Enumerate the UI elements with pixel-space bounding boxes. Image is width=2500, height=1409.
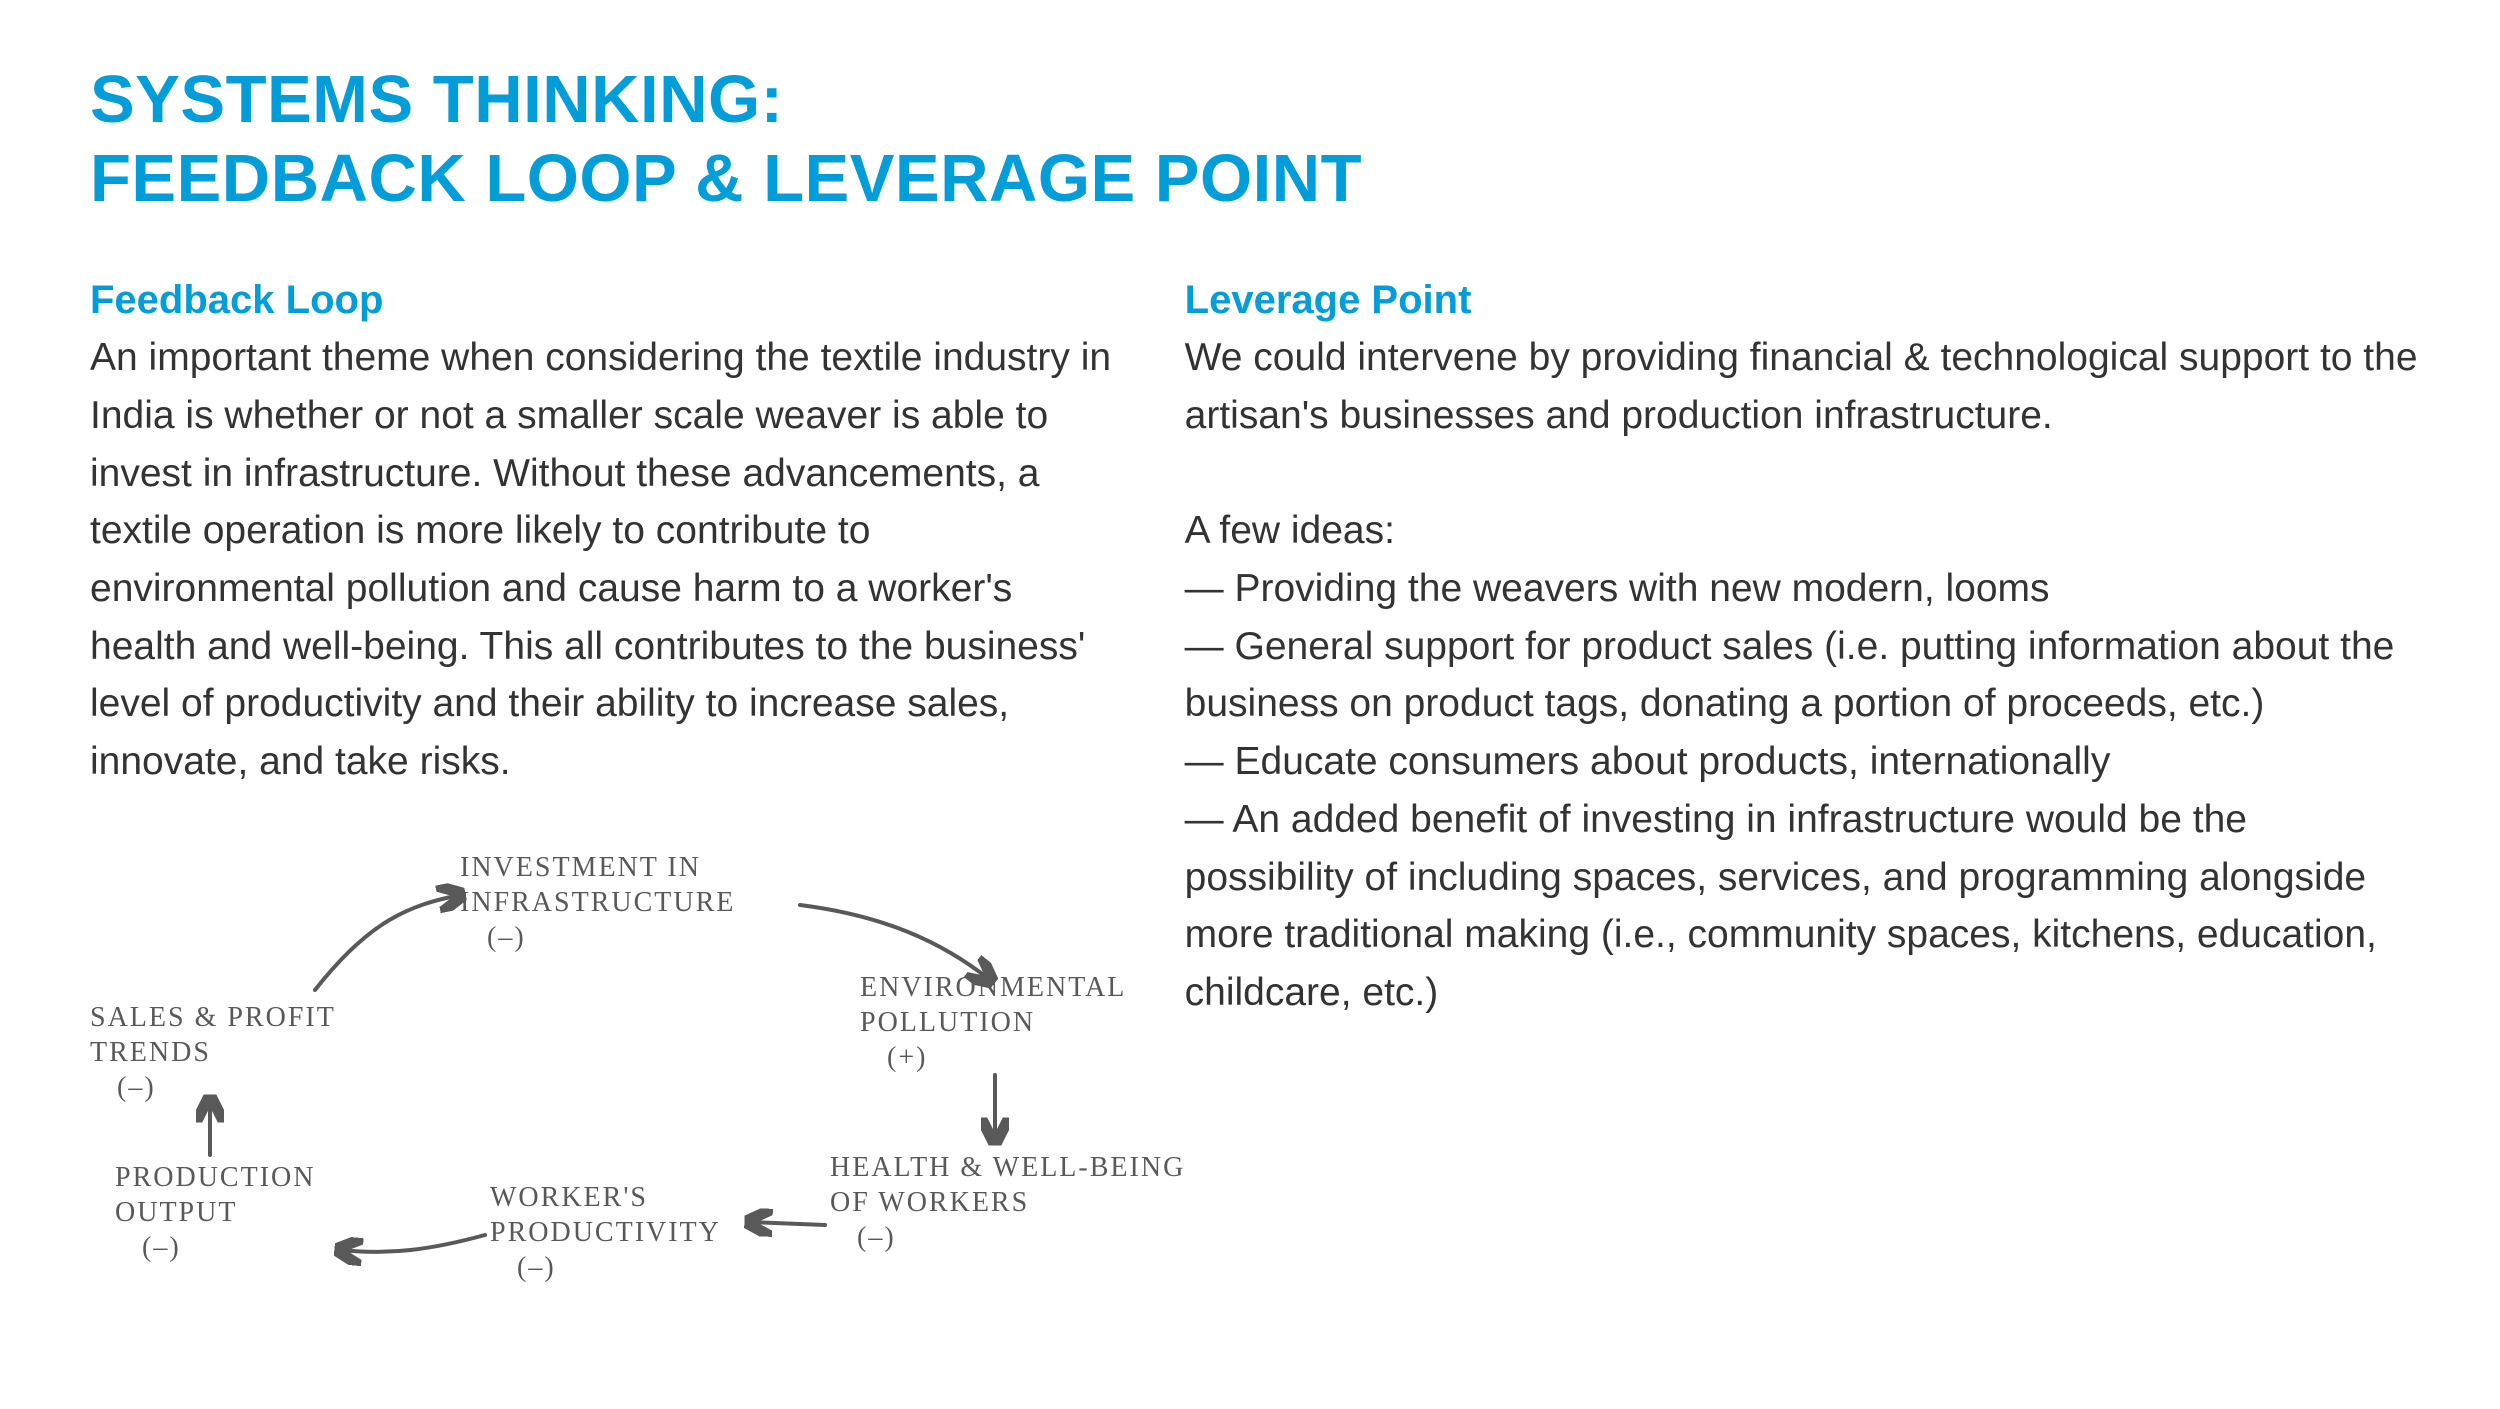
diagram-node-investment: INVESTMENT IN INFRASTRUCTURE (–) — [460, 850, 735, 955]
title-line-2: FEEDBACK LOOP & LEVERAGE POINT — [90, 141, 1362, 216]
page-title: SYSTEMS THINKING: FEEDBACK LOOP & LEVERA… — [90, 60, 2420, 218]
diagram-node-label: INVESTMENT IN INFRASTRUCTURE — [460, 852, 735, 918]
diagram-node-label: HEALTH & WELL-BEING OF WORKERS — [830, 1152, 1185, 1218]
diagram-node-label: PRODUCTION OUTPUT — [115, 1162, 315, 1228]
diagram-node-sign: (–) — [830, 1222, 896, 1253]
feedback-loop-heading: Feedback Loop — [90, 278, 1115, 323]
leverage-point-body: We could intervene by providing financia… — [1185, 329, 2420, 1022]
diagram-node-label: ENVIRONMENTAL POLLUTION — [860, 972, 1126, 1038]
diagram-node-label: WORKER'S PRODUCTIVITY — [490, 1182, 721, 1248]
diagram-edge-productivity-to-output — [340, 1235, 485, 1252]
diagram-node-pollution: ENVIRONMENTAL POLLUTION (+) — [860, 970, 1126, 1075]
diagram-node-health: HEALTH & WELL-BEING OF WORKERS (–) — [830, 1150, 1185, 1255]
feedback-loop-diagram: INVESTMENT IN INFRASTRUCTURE (–) ENVIRONM… — [90, 850, 1190, 1370]
diagram-node-sign: (–) — [90, 1072, 156, 1103]
diagram-node-productivity: WORKER'S PRODUCTIVITY (–) — [490, 1180, 721, 1285]
feedback-loop-body: An important theme when considering the … — [90, 329, 1115, 791]
title-line-1: SYSTEMS THINKING: — [90, 62, 783, 137]
diagram-node-sign: (–) — [460, 922, 526, 953]
diagram-edge-health-to-productivity — [750, 1222, 825, 1225]
column-leverage-point: Leverage Point We could intervene by pro… — [1185, 278, 2420, 1022]
leverage-point-heading: Leverage Point — [1185, 278, 2420, 323]
diagram-node-label: SALES & PROFIT TRENDS — [90, 1002, 336, 1068]
diagram-edge-investment-to-pollution — [800, 905, 990, 980]
diagram-edge-sales-to-investment — [315, 895, 460, 990]
diagram-node-sign: (+) — [860, 1042, 927, 1073]
diagram-node-sign: (–) — [490, 1252, 556, 1283]
slide: SYSTEMS THINKING: FEEDBACK LOOP & LEVERA… — [0, 0, 2500, 1409]
diagram-node-output: PRODUCTION OUTPUT (–) — [115, 1160, 315, 1265]
diagram-node-sign: (–) — [115, 1232, 181, 1263]
diagram-node-sales: SALES & PROFIT TRENDS (–) — [90, 1000, 336, 1105]
